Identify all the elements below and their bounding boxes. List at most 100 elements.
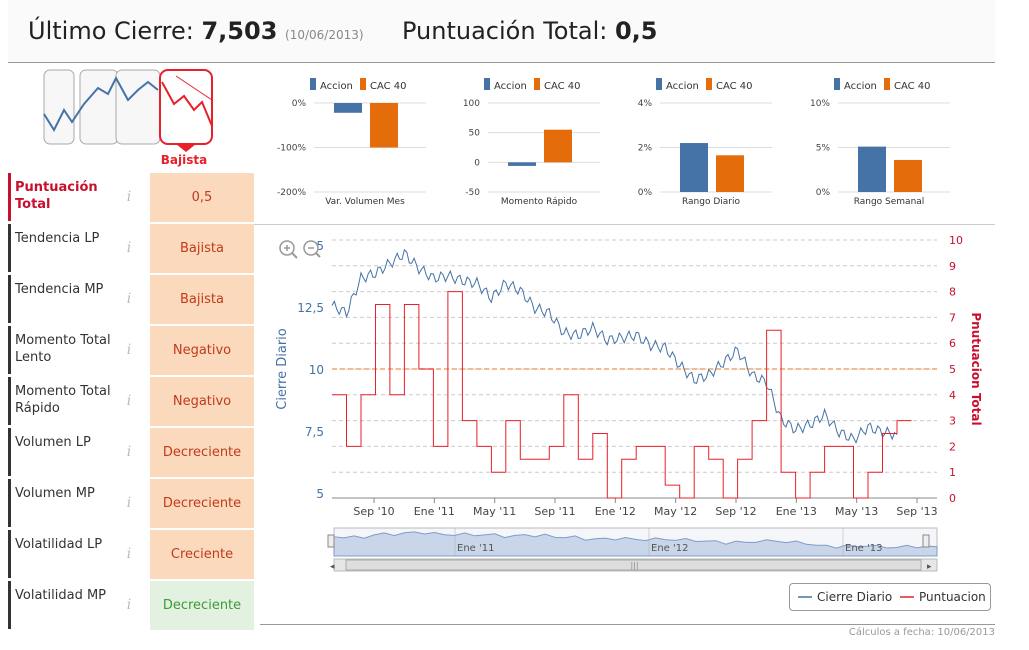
ylabel-left: Cierre Diario [275,328,290,410]
trend-card-3[interactable] [115,69,161,145]
legend-puntuacion[interactable]: Puntuacion [919,590,986,604]
ytick-right: 7 [949,311,956,324]
legend-swatch-accion [484,78,490,90]
minichart-title: Rango Diario [682,197,741,207]
legend-cac: CAC 40 [894,81,931,92]
legend-accion: Accion [320,81,353,92]
row-label: Momento Total Rápido [8,377,118,425]
bar-cac[interactable] [370,103,398,148]
info-icon[interactable]: i [126,597,132,613]
xtick-label: Sep '13 [896,505,937,518]
ytick-label: -100% [277,144,306,154]
info-icon[interactable]: i [126,291,132,307]
bar-cac[interactable] [894,159,922,192]
row-label: Volumen LP [8,428,118,476]
row-value: Negativo [150,326,254,375]
row-label: Volumen MP [8,479,118,527]
info-icon[interactable]: i [126,546,132,562]
table-row: Momento Total Lento i Negativo [8,326,254,377]
header: Último Cierre: 7,503 (10/06/2013) Puntua… [8,0,995,63]
row-label: Volatilidad LP [8,530,118,578]
row-value: Bajista [150,275,254,324]
footer-date: Cálculos a fecha: 10/06/2013 [848,627,995,638]
trend-icons: Bajista [43,69,213,167]
bar-accion[interactable] [508,162,536,166]
minichart-title: Momento Rápido [501,197,578,207]
ytick-right: 9 [949,260,956,273]
table-row: Volumen MP i Decreciente [8,479,254,530]
minichart-0: Accion CAC 40 0% -100% -200% Var. Volumen Mes [276,72,426,216]
bar-accion[interactable] [858,146,886,192]
indicator-table: Puntuación Total i 0,5 Tendencia LP i Bajista… [8,173,254,632]
scroll-left-icon[interactable]: ◂ [330,562,335,572]
navigator[interactable]: Ene '11 Ene '12 Ene '13 [327,527,938,557]
legend-cierre[interactable]: Cierre Diario [817,590,892,604]
main-legend: Cierre Diario Puntuacion [789,583,991,611]
minichart-svg: Accion CAC 40 10% 5% 0% Rango Semanal [810,78,950,207]
info-icon[interactable]: i [126,393,132,409]
ytick-left: 7,5 [305,425,324,439]
info-icon[interactable]: i [126,342,132,358]
cierre-value: 7,503 [201,17,278,45]
ytick-label: 0% [638,188,653,198]
minichart-1: Accion CAC 40 100 50 0 -50 Momento Rápido [450,72,600,216]
info-icon[interactable]: i [126,240,132,256]
scroll-right-icon[interactable]: ▸ [927,562,932,572]
trend-guide-line [175,75,213,101]
minichart-2: Accion CAC 40 4% 2% 0% Rango Diario [622,72,772,216]
navigator-area [333,531,938,557]
info-icon[interactable]: i [126,495,132,511]
bar-cac[interactable] [716,155,744,192]
row-value: Decreciente [150,479,254,528]
bar-cac[interactable] [544,129,572,163]
xtick-label: Ene '13 [776,505,817,518]
ytick-left: 10 [309,363,324,377]
row-label: Tendencia MP [8,275,118,323]
footer-divider [260,624,995,625]
ytick-label: 0 [474,158,480,168]
row-label: Puntuación Total [8,173,118,221]
legend-accion: Accion [666,81,699,92]
puntuacion-value: 0,5 [614,17,658,45]
ytick-right: 6 [949,337,956,350]
trend-card-2[interactable] [79,69,119,145]
minichart-svg: Accion CAC 40 0% -100% -200% Var. Volumen Mes [277,78,426,207]
trend-pointer [176,144,196,152]
table-row: Momento Total Rápido i Negativo [8,377,254,428]
row-value: Decreciente [150,581,254,630]
xtick-label: May '11 [473,505,516,518]
cierre-label: Último Cierre: [28,17,194,45]
legend-accion: Accion [844,81,877,92]
navigator-label: Ene '12 [651,543,688,554]
info-icon[interactable]: i [126,189,132,205]
row-label: Momento Total Lento [8,326,118,374]
navigator-handle-left[interactable] [327,534,335,548]
ytick-right: 10 [949,234,963,247]
series-cierre-diario [331,248,898,445]
ytick-right: 5 [949,363,956,376]
ytick-right: 4 [949,389,956,402]
scrollbar[interactable]: ◂ ▸ ||| [330,558,938,572]
bar-accion[interactable] [680,143,708,192]
legend-cac: CAC 40 [716,81,753,92]
legend-swatch-cac [884,78,890,90]
row-value: Creciente [150,530,254,579]
xtick-label: Ene '11 [414,505,455,518]
table-row: Puntuación Total i 0,5 [8,173,254,224]
bar-accion[interactable] [334,103,362,113]
ytick-label: 50 [469,129,481,139]
legend-swatch-accion [310,78,316,90]
xtick-label: Sep '11 [534,505,575,518]
zoom-in-icon[interactable] [279,240,298,259]
navigator-handle-right[interactable] [922,534,930,548]
info-icon[interactable]: i [126,444,132,460]
scrollbar-thumb[interactable] [345,559,922,571]
ytick-left: 5 [316,487,324,501]
ytick-label: 0% [292,99,307,109]
ytick-label: 2% [638,144,653,154]
xtick-label: May '13 [835,505,878,518]
zoom-out-icon[interactable] [303,240,321,258]
trend-card-1[interactable] [43,69,75,145]
